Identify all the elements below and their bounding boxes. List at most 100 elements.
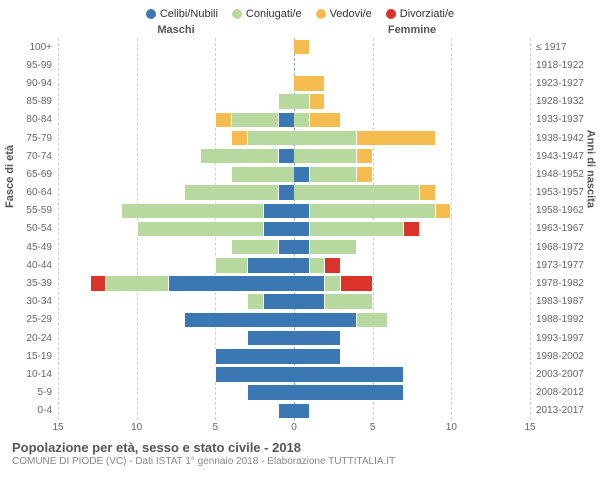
legend: Celibi/NubiliConiugati/eVedovi/eDivorzia… (10, 8, 590, 20)
seg-married (215, 258, 246, 273)
birth-year-label: 1953-1957 (530, 187, 590, 198)
seg-single (294, 258, 310, 273)
legend-label: Coniugati/e (246, 8, 302, 20)
seg-single (294, 240, 310, 255)
seg-widowed (294, 76, 325, 91)
seg-widowed (357, 167, 373, 182)
birth-year-label: 1933-1937 (530, 114, 590, 125)
age-label: 40-44 (10, 260, 58, 271)
x-tick: 15 (52, 422, 63, 433)
birth-year-label: 1988-1992 (530, 314, 590, 325)
seg-single (263, 204, 294, 219)
seg-married (294, 113, 310, 128)
bar-male (58, 240, 294, 255)
pyramid-row: 35-391978-1982 (10, 274, 590, 292)
seg-married (278, 94, 294, 109)
seg-single (294, 331, 341, 346)
seg-single (294, 276, 325, 291)
seg-single (263, 294, 294, 309)
bar-female (294, 131, 530, 146)
seg-single (278, 113, 294, 128)
bar-male (58, 313, 294, 328)
chart-footer: Popolazione per età, sesso e stato civil… (10, 440, 590, 467)
x-tick: 10 (446, 422, 457, 433)
bar-female (294, 94, 530, 109)
bar-male (58, 294, 294, 309)
seg-married (231, 240, 278, 255)
birth-year-label: 1948-1952 (530, 169, 590, 180)
pyramid-row: 0-42013-2017 (10, 402, 590, 420)
pyramid-row: 15-191998-2002 (10, 347, 590, 365)
pyramid-row: 100+≤ 1917 (10, 38, 590, 56)
seg-divorced (341, 276, 372, 291)
bar-female (294, 240, 530, 255)
seg-married (247, 294, 263, 309)
seg-single (247, 258, 294, 273)
column-headers: Maschi Femmine (10, 24, 590, 36)
birth-year-label: 1968-1972 (530, 242, 590, 253)
bar-male (58, 149, 294, 164)
seg-married (231, 113, 278, 128)
birth-year-label: 1998-2002 (530, 351, 590, 362)
bar-male (58, 204, 294, 219)
age-label: 35-39 (10, 278, 58, 289)
x-tick: 5 (370, 422, 376, 433)
rows: 100+≤ 191795-991918-192290-941923-192785… (10, 38, 590, 420)
pyramid-row: 65-69 1948-1952 (10, 165, 590, 183)
bar-male (58, 40, 294, 55)
seg-widowed (357, 149, 373, 164)
bar-male (58, 167, 294, 182)
age-label: 65-69 (10, 169, 58, 180)
age-label: 0-4 (10, 405, 58, 416)
seg-divorced (90, 276, 106, 291)
bar-female (294, 149, 530, 164)
age-label: 75-79 (10, 133, 58, 144)
pyramid-row: 70-741943-1947 (10, 147, 590, 165)
seg-single (294, 385, 404, 400)
pyramid-row: 95-991918-1922 (10, 56, 590, 74)
age-label: 20-24 (10, 333, 58, 344)
bar-female (294, 367, 530, 382)
seg-single (215, 349, 294, 364)
birth-year-label: 1973-1977 (530, 260, 590, 271)
bar-male (58, 113, 294, 128)
pyramid-row: 20-241993-1997 (10, 329, 590, 347)
legend-item: Vedovi/e (316, 8, 372, 20)
seg-married (294, 94, 310, 109)
seg-married (325, 294, 372, 309)
seg-single (278, 185, 294, 200)
seg-married (294, 185, 420, 200)
seg-single (247, 331, 294, 346)
bar-male (58, 331, 294, 346)
age-label: 95-99 (10, 60, 58, 71)
bar-female (294, 294, 530, 309)
legend-label: Vedovi/e (330, 8, 372, 20)
seg-married (121, 204, 263, 219)
seg-single (294, 294, 325, 309)
seg-divorced (404, 222, 420, 237)
seg-married (357, 313, 388, 328)
birth-year-label: ≤ 1917 (530, 42, 590, 53)
population-pyramid-chart: Celibi/NubiliConiugati/eVedovi/eDivorzia… (0, 0, 600, 500)
pyramid-row: 30-341983-1987 (10, 293, 590, 311)
seg-married (294, 149, 357, 164)
legend-item: Coniugati/e (232, 8, 302, 20)
bar-male (58, 367, 294, 382)
age-label: 5-9 (10, 387, 58, 398)
bar-female (294, 258, 530, 273)
bar-male (58, 404, 294, 419)
x-tick: 5 (213, 422, 219, 433)
bar-female (294, 185, 530, 200)
pyramid-row: 75-791938-1942 (10, 129, 590, 147)
bar-female (294, 76, 530, 91)
seg-single (168, 276, 294, 291)
bar-female (294, 404, 530, 419)
bar-female (294, 349, 530, 364)
legend-swatch (316, 9, 326, 19)
seg-married (310, 240, 357, 255)
seg-single (294, 367, 404, 382)
pyramid-row: 90-941923-1927 (10, 74, 590, 92)
age-label: 80-84 (10, 114, 58, 125)
chart-subtitle: COMUNE DI PIODE (VC) - Dati ISTAT 1° gen… (12, 456, 588, 467)
birth-year-label: 1963-1967 (530, 223, 590, 234)
